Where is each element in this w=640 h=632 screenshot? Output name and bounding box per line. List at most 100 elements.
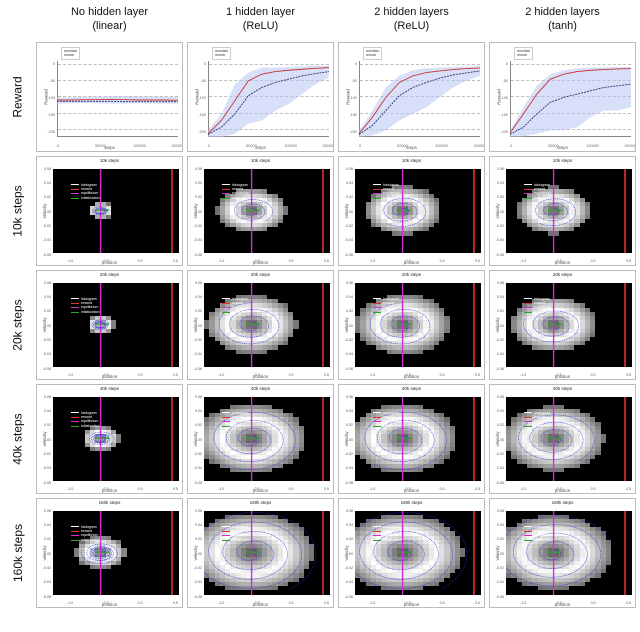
reward-xtick: 0 [510,144,512,148]
phase-panel-r1c3: 20k steps histogramrewardequilibriuminit… [489,270,636,380]
reward-ytick: -50 [503,79,509,83]
phase-xtick: 0.5 [324,373,329,377]
reward-ytick: 0 [53,62,55,66]
phase-ytick: 0.06 [195,281,202,285]
col-title-line2: (tanh) [548,20,577,32]
phase-frame: histogramrewardequilibriuminitialization [53,397,179,481]
phase-ytick: 0.02 [195,195,202,199]
reward-ytick: -150 [47,113,55,117]
phase-ytick: 0.06 [44,167,51,171]
phase-xtick: -0.5 [404,601,410,605]
phase-panel-r0c0: 10k steps histogramrewardequilibriuminit… [36,156,183,266]
col-title-line2: (linear) [92,20,126,32]
phase-xtick: -1.0 [218,601,224,605]
phase-title: 20k steps [188,272,333,277]
phase-ytick: 0.02 [44,537,51,541]
phase-xtick: 0.0 [440,601,445,605]
phase-ytick: -0.04 [194,466,202,470]
phase-overlay [506,283,632,367]
phase-xtick: 0.0 [289,259,294,263]
phase-xtick: 0.5 [324,601,329,605]
row-header-3: 40k steps [4,384,32,494]
phase-overlay [204,397,330,481]
phase-frame: histogramrewardequilibriuminitialization [204,169,330,253]
reward-ytick: -150 [349,113,357,117]
legend-item: initialization [524,424,553,428]
phase-overlay [506,511,632,595]
phase-title: 10k steps [188,158,333,163]
phase-ytick: 0.06 [497,167,504,171]
phase-ytick: 0.06 [346,395,353,399]
phase-xtick: -0.5 [253,259,259,263]
reward-ytick: -100 [198,96,206,100]
phase-ytick: -0.04 [43,238,51,242]
phase-legend: histogramrewardequilibriuminitialization [222,525,251,543]
reward-xtick: 0 [359,144,361,148]
reward-ytick: -200 [500,130,508,134]
legend-item: mean [517,53,530,58]
phase-overlay [53,169,179,253]
phase-frame: histogramrewardequilibriuminitialization [355,283,481,367]
phase-title: 20k steps [490,272,635,277]
phase-ytick: -0.04 [345,466,353,470]
phase-ytick: -0.02 [345,452,353,456]
reward-legend: medianmean [514,47,533,61]
reward-ytick: -100 [47,96,55,100]
phase-ytick: -0.04 [194,352,202,356]
phase-title: 40k steps [188,386,333,391]
phase-legend: histogramrewardequilibriuminitialization [524,297,553,315]
phase-ytick: -0.04 [194,580,202,584]
phase-xtick: 0.0 [440,487,445,491]
phase-frame: histogramrewardequilibriuminitialization [204,397,330,481]
phase-xtick: 0.5 [173,373,178,377]
reward-ytick: 0 [204,62,206,66]
phase-legend: histogramrewardequilibriuminitialization [71,411,100,429]
phase-xtick: 0.5 [475,259,480,263]
phase-frame: histogramrewardequilibriuminitialization [53,283,179,367]
phase-ytick: 0.00 [497,552,504,556]
phase-xtick: -1.0 [67,487,73,491]
phase-ytick: 0.06 [195,167,202,171]
phase-xtick: -0.5 [102,487,108,491]
phase-xtick: 0.5 [626,373,631,377]
phase-ytick: 0.00 [497,438,504,442]
phase-legend: histogramrewardequilibriuminitialization [524,411,553,429]
phase-ytick: -0.04 [345,238,353,242]
phase-xtick: 0.5 [475,601,480,605]
phase-ytick: -0.02 [496,452,504,456]
reward-plot [510,61,631,137]
phase-ytick: 0.06 [44,509,51,513]
phase-ytick: 0.02 [44,195,51,199]
reward-ytick: -150 [500,113,508,117]
phase-ytick: -0.04 [496,238,504,242]
phase-xtick: 0.5 [173,259,178,263]
reward-ylabel: Reward [345,89,350,105]
reward-panel-col1: medianmean-200-150-100-50005000010000015… [187,42,334,152]
phase-ytick: 0.04 [44,295,51,299]
legend-item: mean [64,53,77,58]
phase-ytick: 0.04 [195,409,202,413]
row-label: 10k steps [11,185,25,236]
reward-plot [57,61,178,137]
phase-frame: histogramrewardequilibriuminitialization [506,511,632,595]
reward-xtick: 0 [57,144,59,148]
phase-ytick: 0.06 [497,509,504,513]
phase-legend: histogramrewardequilibriuminitialization [71,525,100,543]
phase-xtick: -0.5 [555,259,561,263]
phase-ytick: 0.04 [195,523,202,527]
phase-ytick: 0.02 [346,537,353,541]
reward-ytick: -100 [500,96,508,100]
phase-panel-r0c1: 10k steps histogramrewardequilibriuminit… [187,156,334,266]
phase-ytick: -0.02 [496,338,504,342]
reward-ytick: -200 [47,130,55,134]
phase-legend: histogramrewardequilibriuminitialization [222,183,251,201]
phase-xtick: 0.5 [173,487,178,491]
phase-legend: histogramrewardequilibriuminitialization [71,297,100,315]
reward-xtick: 100000 [586,144,599,148]
phase-xtick: -0.5 [555,487,561,491]
phase-legend: histogramrewardequilibriuminitialization [373,297,402,315]
reward-panel-col2: medianmean-200-150-100-50005000010000015… [338,42,485,152]
phase-xtick: 0.5 [173,601,178,605]
phase-legend: histogramrewardequilibriuminitialization [373,525,402,543]
phase-xtick: -0.5 [253,487,259,491]
